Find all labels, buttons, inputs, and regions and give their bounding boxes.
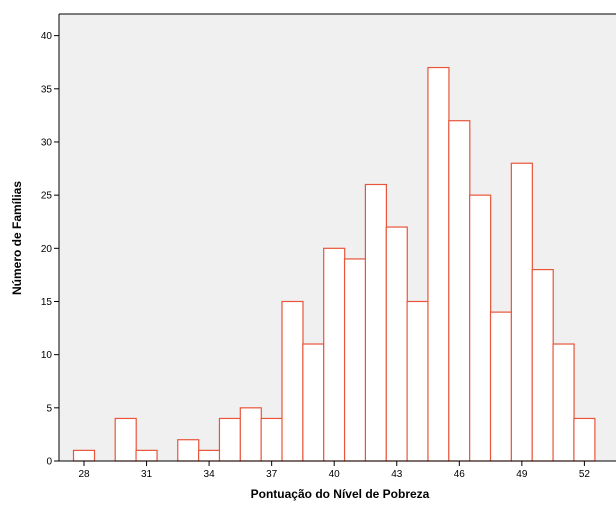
y-tick-label: 25	[41, 191, 53, 202]
histogram-bar	[385, 226, 408, 462]
y-axis: 0 5 10 15 20 25 30 35 40	[41, 31, 59, 468]
y-tick-label: 30	[41, 137, 53, 148]
histogram-bar	[281, 300, 304, 462]
x-tick-label: 46	[454, 469, 466, 480]
histogram-bar	[72, 449, 96, 462]
histogram-bar	[427, 66, 450, 462]
histogram-bar	[573, 417, 596, 462]
x-tick-label: 40	[329, 469, 341, 480]
x-axis-label: Pontuação do Nível de Pobreza	[251, 487, 430, 501]
x-tick-label: 34	[204, 469, 216, 480]
histogram-bar	[198, 449, 221, 462]
histogram-bar	[135, 449, 158, 462]
y-tick-label: 5	[46, 403, 52, 414]
y-tick-label: 0	[46, 457, 52, 468]
x-tick-label: 52	[579, 469, 591, 480]
histogram-bar	[177, 439, 200, 462]
y-tick-label: 40	[41, 31, 53, 42]
x-tick-label: 37	[266, 469, 278, 480]
x-tick-label: 31	[141, 469, 153, 480]
y-tick-label: 35	[41, 84, 53, 95]
x-axis: 28 31 34 37 40 43 46 49 52	[78, 461, 590, 480]
y-tick-label: 10	[41, 350, 53, 361]
x-tick-label: 49	[516, 469, 528, 480]
histogram-bar	[218, 417, 242, 462]
x-tick-label: 43	[391, 469, 403, 480]
histogram-bar	[510, 162, 533, 462]
histogram-bar	[239, 407, 262, 462]
y-tick-label: 20	[41, 244, 53, 255]
x-tick-label: 28	[78, 469, 90, 480]
histogram-bar	[323, 247, 346, 462]
histogram-bar	[302, 343, 325, 462]
histogram-bar	[364, 183, 387, 462]
histogram-bar	[343, 258, 367, 462]
histogram-bar	[114, 417, 137, 462]
histogram-bar	[531, 268, 554, 462]
histogram-bar	[489, 311, 513, 462]
bars-group	[72, 66, 596, 462]
histogram-bar	[260, 417, 283, 462]
y-tick-label: 15	[41, 297, 53, 308]
histogram-bar	[406, 300, 429, 462]
y-axis-label: Número de Famílias	[10, 181, 24, 295]
histogram-bar	[469, 194, 492, 462]
histogram-bar	[552, 343, 575, 462]
histogram-bar	[448, 120, 471, 462]
